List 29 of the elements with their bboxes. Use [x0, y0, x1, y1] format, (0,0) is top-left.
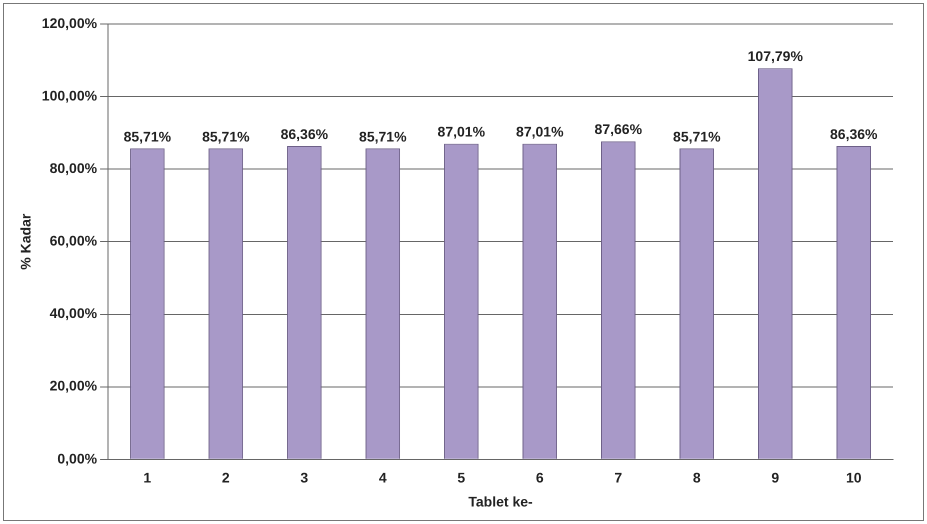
- data-label: 86,36%: [280, 126, 329, 142]
- data-label: 86,36%: [830, 126, 878, 142]
- data-label: 87,01%: [438, 124, 486, 140]
- x-tick-label: 9: [771, 470, 780, 486]
- x-tick-label: 10: [846, 470, 862, 486]
- data-label: 85,71%: [202, 128, 250, 144]
- y-tick-label: 100,00%: [42, 87, 98, 104]
- y-tick-label: 80,00%: [50, 160, 98, 176]
- y-tick-label: 40,00%: [50, 305, 98, 322]
- x-tick-label: 2: [222, 470, 230, 486]
- data-label: 87,66%: [594, 121, 643, 138]
- y-tick-label: 20,00%: [50, 378, 98, 394]
- data-label: 107,79%: [748, 48, 804, 64]
- y-tick-label: 60,00%: [50, 232, 98, 249]
- data-label: 85,71%: [124, 128, 172, 144]
- x-tick-label: 6: [536, 470, 544, 486]
- y-tick-label: 0,00%: [57, 450, 98, 466]
- data-label: 87,01%: [516, 124, 564, 140]
- x-tick-label: 3: [300, 470, 308, 486]
- x-axis-title: Tablet ke-: [468, 493, 534, 510]
- x-tick-label: 7: [614, 470, 622, 486]
- y-axis-title: % Kadar: [17, 213, 34, 270]
- data-label: 85,71%: [359, 128, 408, 144]
- x-tick-label: 8: [692, 470, 701, 486]
- x-tick-label: 5: [457, 470, 466, 486]
- y-tick-label: 120,00%: [42, 14, 98, 31]
- x-tick-label: 1: [143, 470, 152, 486]
- x-tick-label: 4: [378, 470, 387, 486]
- data-label: 85,71%: [673, 128, 722, 144]
